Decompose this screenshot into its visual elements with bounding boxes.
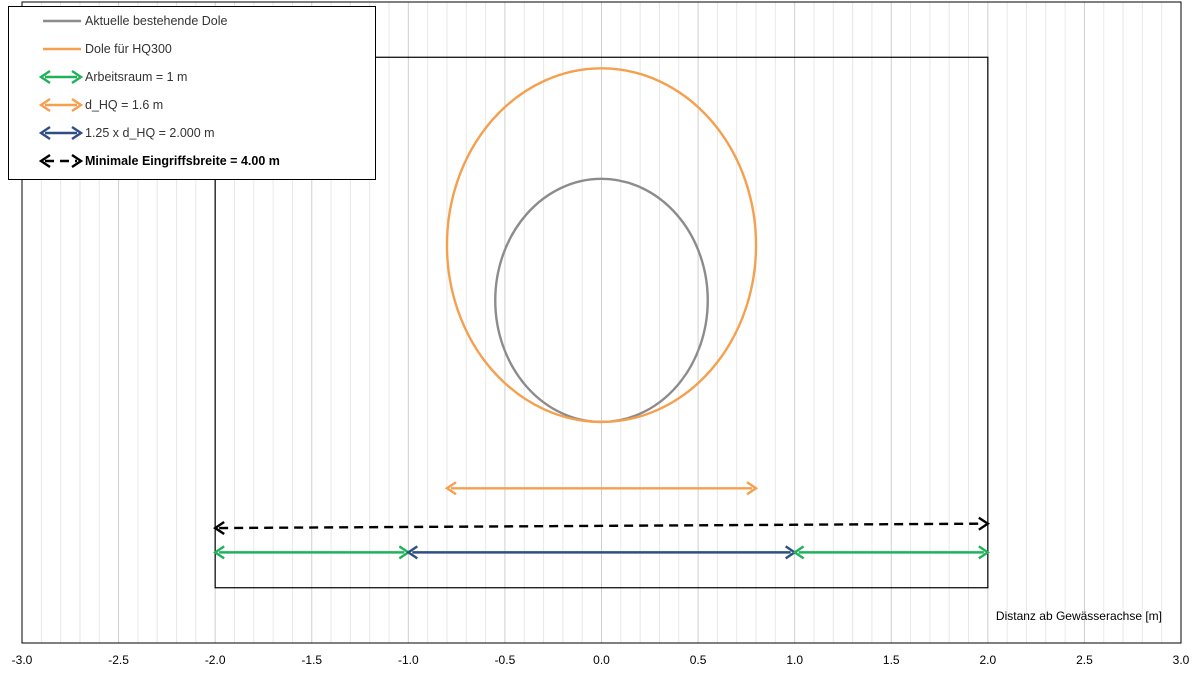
- arrow-head: [406, 545, 418, 560]
- legend-arrow: [38, 98, 83, 112]
- dimension-arrow: [213, 516, 990, 536]
- arrow-head: [38, 126, 51, 140]
- legend-swatch: [43, 47, 81, 51]
- legend-item: Aktuelle bestehende Dole: [17, 11, 227, 31]
- x-axis-ticks: -3.0 -2.5 -2.0 -1.5 -1.0 -0.5 0.0 0.5 1.0 1.5 2.0 2…: [12, 653, 1190, 667]
- legend-item: 1.25 x d_HQ = 2.000 m: [17, 123, 215, 143]
- legend-item: Arbeitsraum = 1 m: [17, 67, 187, 87]
- x-tick-label: -2.5: [108, 653, 129, 667]
- legend-item: Dole für HQ300: [17, 39, 172, 59]
- plot-frame: [21, 1, 1182, 644]
- circle-series: [445, 67, 758, 424]
- legend: Aktuelle bestehende Dole Dole für HQ300 Ar…: [8, 6, 376, 180]
- x-axis-label: Distanz ab Gewässerachse [m]: [996, 609, 1162, 623]
- arrow-head: [38, 154, 51, 168]
- arrow-head: [71, 154, 83, 168]
- dimension-arrow: [444, 481, 759, 496]
- arrow-head: [71, 98, 83, 112]
- legend-swatch: [38, 126, 83, 140]
- x-tick-label: 0.5: [690, 653, 707, 667]
- legend-swatch: [38, 70, 83, 84]
- x-tick-label: -0.5: [495, 653, 516, 667]
- x-tick-label: 0.0: [593, 653, 610, 667]
- arrow-head: [213, 521, 225, 536]
- arrow-head: [746, 481, 759, 496]
- legend-item: d_HQ = 1.6 m: [17, 95, 163, 115]
- legend-label: 1.25 x d_HQ = 2.000 m: [85, 126, 215, 140]
- x-tick-label: 1.5: [883, 653, 900, 667]
- arrow-head: [978, 545, 990, 560]
- legend-label: Arbeitsraum = 1 m: [85, 70, 188, 84]
- arrow-head: [792, 545, 805, 560]
- legend-arrow: [38, 126, 83, 140]
- x-tick-label: -3.0: [12, 653, 33, 667]
- legend-item: Minimale Eingriffsbreite = 4.00 m: [17, 151, 280, 171]
- x-tick-label: 2.0: [979, 653, 996, 667]
- legend-swatch: [43, 19, 81, 23]
- arrow-head: [71, 126, 83, 140]
- x-tick-label: 1.0: [786, 653, 803, 667]
- arrow-head: [71, 70, 83, 84]
- culvert-circles: [445, 67, 758, 424]
- legend-arrow: [38, 70, 83, 84]
- x-tick-label: -1.0: [398, 653, 419, 667]
- arrow-head: [38, 70, 51, 84]
- x-tick-label: -2.0: [205, 653, 226, 667]
- excavation-box: [214, 56, 989, 589]
- legend-label: d_HQ = 1.6 m: [85, 98, 164, 112]
- legend-swatch: [38, 98, 83, 112]
- x-tick-label: 3.0: [1173, 653, 1190, 667]
- x-tick-label: 2.5: [1076, 653, 1093, 667]
- arrow-head: [213, 545, 225, 560]
- legend-label: Dole für HQ300: [85, 42, 172, 56]
- arrow-head: [38, 98, 51, 112]
- legend-label: Aktuelle bestehende Dole: [85, 14, 228, 28]
- legend-label: Minimale Eingriffsbreite = 4.00 m: [85, 154, 280, 168]
- legend-swatch: [38, 154, 83, 168]
- dimension-arrows: [213, 481, 990, 560]
- arrow-head: [978, 516, 990, 531]
- dimension-arrow: [792, 545, 990, 560]
- arrow-shaft: [219, 522, 984, 530]
- x-tick-label: -1.5: [301, 653, 322, 667]
- arrow-head: [444, 481, 457, 496]
- legend-arrow: [38, 154, 83, 168]
